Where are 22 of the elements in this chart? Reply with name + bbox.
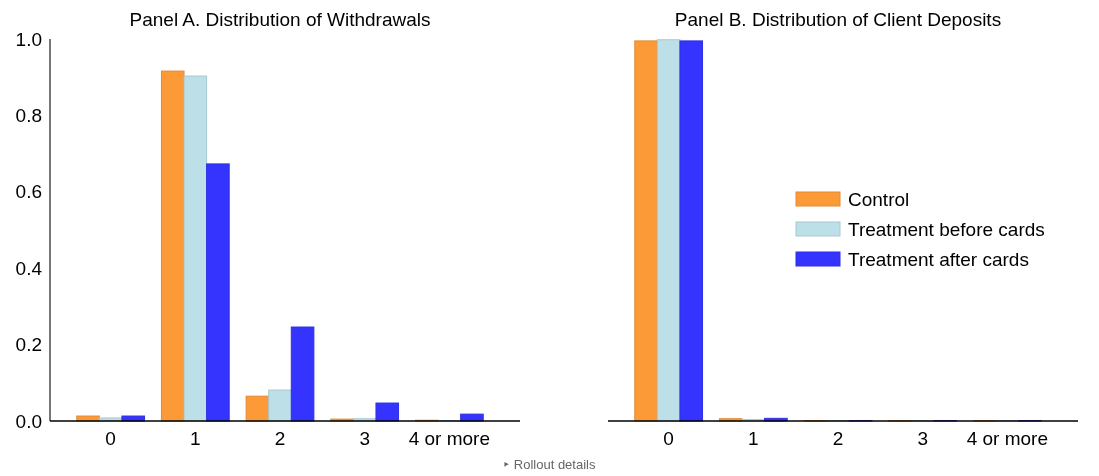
x-tick-label: 4 or more (408, 428, 491, 449)
x-tick-label: 2 (274, 428, 286, 449)
x-tick-label: 2 (832, 428, 844, 449)
chart-title: Panel A. Distribution of Withdrawals (129, 9, 431, 30)
x-tick-label: 4 or more (966, 428, 1049, 449)
x-tick-label: 0 (663, 428, 674, 449)
y-tick-label: 0.8 (15, 105, 42, 127)
legend-label: Treatment before cards (848, 218, 1045, 240)
x-tick-label: 1 (748, 428, 759, 449)
legend-label: Treatment after cards (848, 248, 1029, 270)
chart-title: Panel B. Distribution of Client Deposits (674, 9, 1002, 30)
text: ‣ Rollout details (502, 457, 596, 472)
x-tick-label: 1 (190, 428, 201, 449)
y-tick-label: 0.4 (15, 257, 43, 279)
y-tick-label: 0.0 (15, 410, 42, 432)
x-tick-label: 3 (917, 428, 928, 449)
y-tick-label: 1.0 (15, 28, 42, 50)
x-tick-label: 0 (105, 428, 116, 449)
y-tick-label: 0.6 (15, 181, 42, 203)
y-tick-label: 0.2 (15, 334, 42, 356)
legend-label: Control (848, 188, 910, 210)
x-tick-label: 3 (359, 428, 370, 449)
